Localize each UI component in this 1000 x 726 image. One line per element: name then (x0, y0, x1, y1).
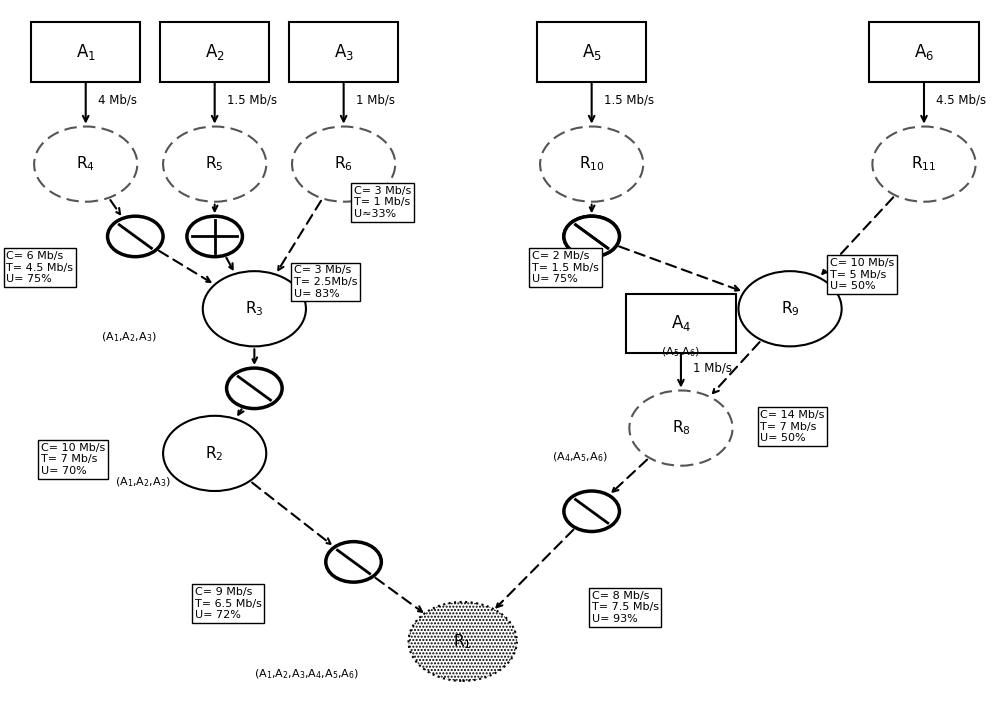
FancyBboxPatch shape (31, 23, 140, 81)
Text: R$_{11}$: R$_{11}$ (911, 155, 937, 174)
Text: (A$_1$,A$_2$,A$_3$): (A$_1$,A$_2$,A$_3$) (101, 331, 156, 345)
Text: A$_3$: A$_3$ (334, 42, 354, 62)
Circle shape (872, 126, 976, 202)
Text: C= 10 Mb/s
T= 5 Mb/s
U= 50%: C= 10 Mb/s T= 5 Mb/s U= 50% (830, 258, 894, 291)
Circle shape (34, 126, 137, 202)
Circle shape (163, 126, 266, 202)
Text: C= 14 Mb/s
T= 7 Mb/s
U= 50%: C= 14 Mb/s T= 7 Mb/s U= 50% (760, 410, 825, 443)
Text: A$_4$: A$_4$ (671, 313, 691, 333)
Text: 4.5 Mb/s: 4.5 Mb/s (936, 94, 986, 107)
Circle shape (540, 126, 643, 202)
Text: C= 2 Mb/s
T= 1.5 Mb/s
U= 75%: C= 2 Mb/s T= 1.5 Mb/s U= 75% (532, 251, 599, 284)
Text: (A$_1$,A$_2$,A$_3$): (A$_1$,A$_2$,A$_3$) (115, 476, 171, 489)
Circle shape (163, 416, 266, 491)
Circle shape (326, 542, 381, 582)
Text: (A$_1$,A$_2$,A$_3$,A$_4$,A$_5$,A$_6$): (A$_1$,A$_2$,A$_3$,A$_4$,A$_5$,A$_6$) (254, 667, 360, 681)
Text: 1.5 Mb/s: 1.5 Mb/s (227, 94, 277, 107)
Text: R$_9$: R$_9$ (781, 299, 799, 318)
Circle shape (564, 491, 619, 531)
Text: C= 10 Mb/s
T= 7 Mb/s
U= 70%: C= 10 Mb/s T= 7 Mb/s U= 70% (41, 443, 105, 476)
Text: R$_5$: R$_5$ (205, 155, 224, 174)
Circle shape (564, 216, 619, 257)
Text: R$_1$: R$_1$ (453, 632, 472, 650)
Text: 1 Mb/s: 1 Mb/s (356, 94, 395, 107)
Text: C= 6 Mb/s
T= 4.5 Mb/s
U= 75%: C= 6 Mb/s T= 4.5 Mb/s U= 75% (6, 251, 73, 284)
Text: A$_2$: A$_2$ (205, 42, 225, 62)
Text: (A$_5$,A$_6$): (A$_5$,A$_6$) (661, 346, 700, 359)
Text: (A$_4$,A$_5$,A$_6$): (A$_4$,A$_5$,A$_6$) (552, 450, 608, 464)
Circle shape (227, 368, 282, 409)
Circle shape (409, 602, 517, 681)
Text: A$_5$: A$_5$ (582, 42, 602, 62)
Text: 4 Mb/s: 4 Mb/s (98, 94, 137, 107)
Circle shape (292, 126, 395, 202)
FancyBboxPatch shape (869, 23, 979, 81)
Circle shape (203, 271, 306, 346)
Text: A$_1$: A$_1$ (76, 42, 96, 62)
Text: R$_3$: R$_3$ (245, 299, 264, 318)
Text: A$_6$: A$_6$ (914, 42, 934, 62)
Text: R$_6$: R$_6$ (334, 155, 353, 174)
Circle shape (187, 216, 242, 257)
Text: R$_{10}$: R$_{10}$ (579, 155, 604, 174)
Text: 1 Mb/s: 1 Mb/s (693, 362, 732, 374)
FancyBboxPatch shape (537, 23, 646, 81)
Text: C= 8 Mb/s
T= 7.5 Mb/s
U= 93%: C= 8 Mb/s T= 7.5 Mb/s U= 93% (592, 591, 659, 624)
FancyBboxPatch shape (626, 293, 736, 353)
Text: R$_2$: R$_2$ (205, 444, 224, 462)
FancyBboxPatch shape (160, 23, 269, 81)
Text: C= 3 Mb/s
T= 2.5Mb/s
U= 83%: C= 3 Mb/s T= 2.5Mb/s U= 83% (294, 266, 358, 298)
Circle shape (738, 271, 842, 346)
Circle shape (564, 216, 619, 257)
Text: C= 3 Mb/s
T= 1 Mb/s
U≈33%: C= 3 Mb/s T= 1 Mb/s U≈33% (354, 186, 411, 219)
Text: R$_8$: R$_8$ (672, 419, 690, 438)
Circle shape (629, 391, 733, 465)
Circle shape (108, 216, 163, 257)
Text: R$_4$: R$_4$ (76, 155, 95, 174)
FancyBboxPatch shape (289, 23, 398, 81)
Text: C= 9 Mb/s
T= 6.5 Mb/s
U= 72%: C= 9 Mb/s T= 6.5 Mb/s U= 72% (195, 587, 262, 621)
Text: 1.5 Mb/s: 1.5 Mb/s (604, 94, 654, 107)
